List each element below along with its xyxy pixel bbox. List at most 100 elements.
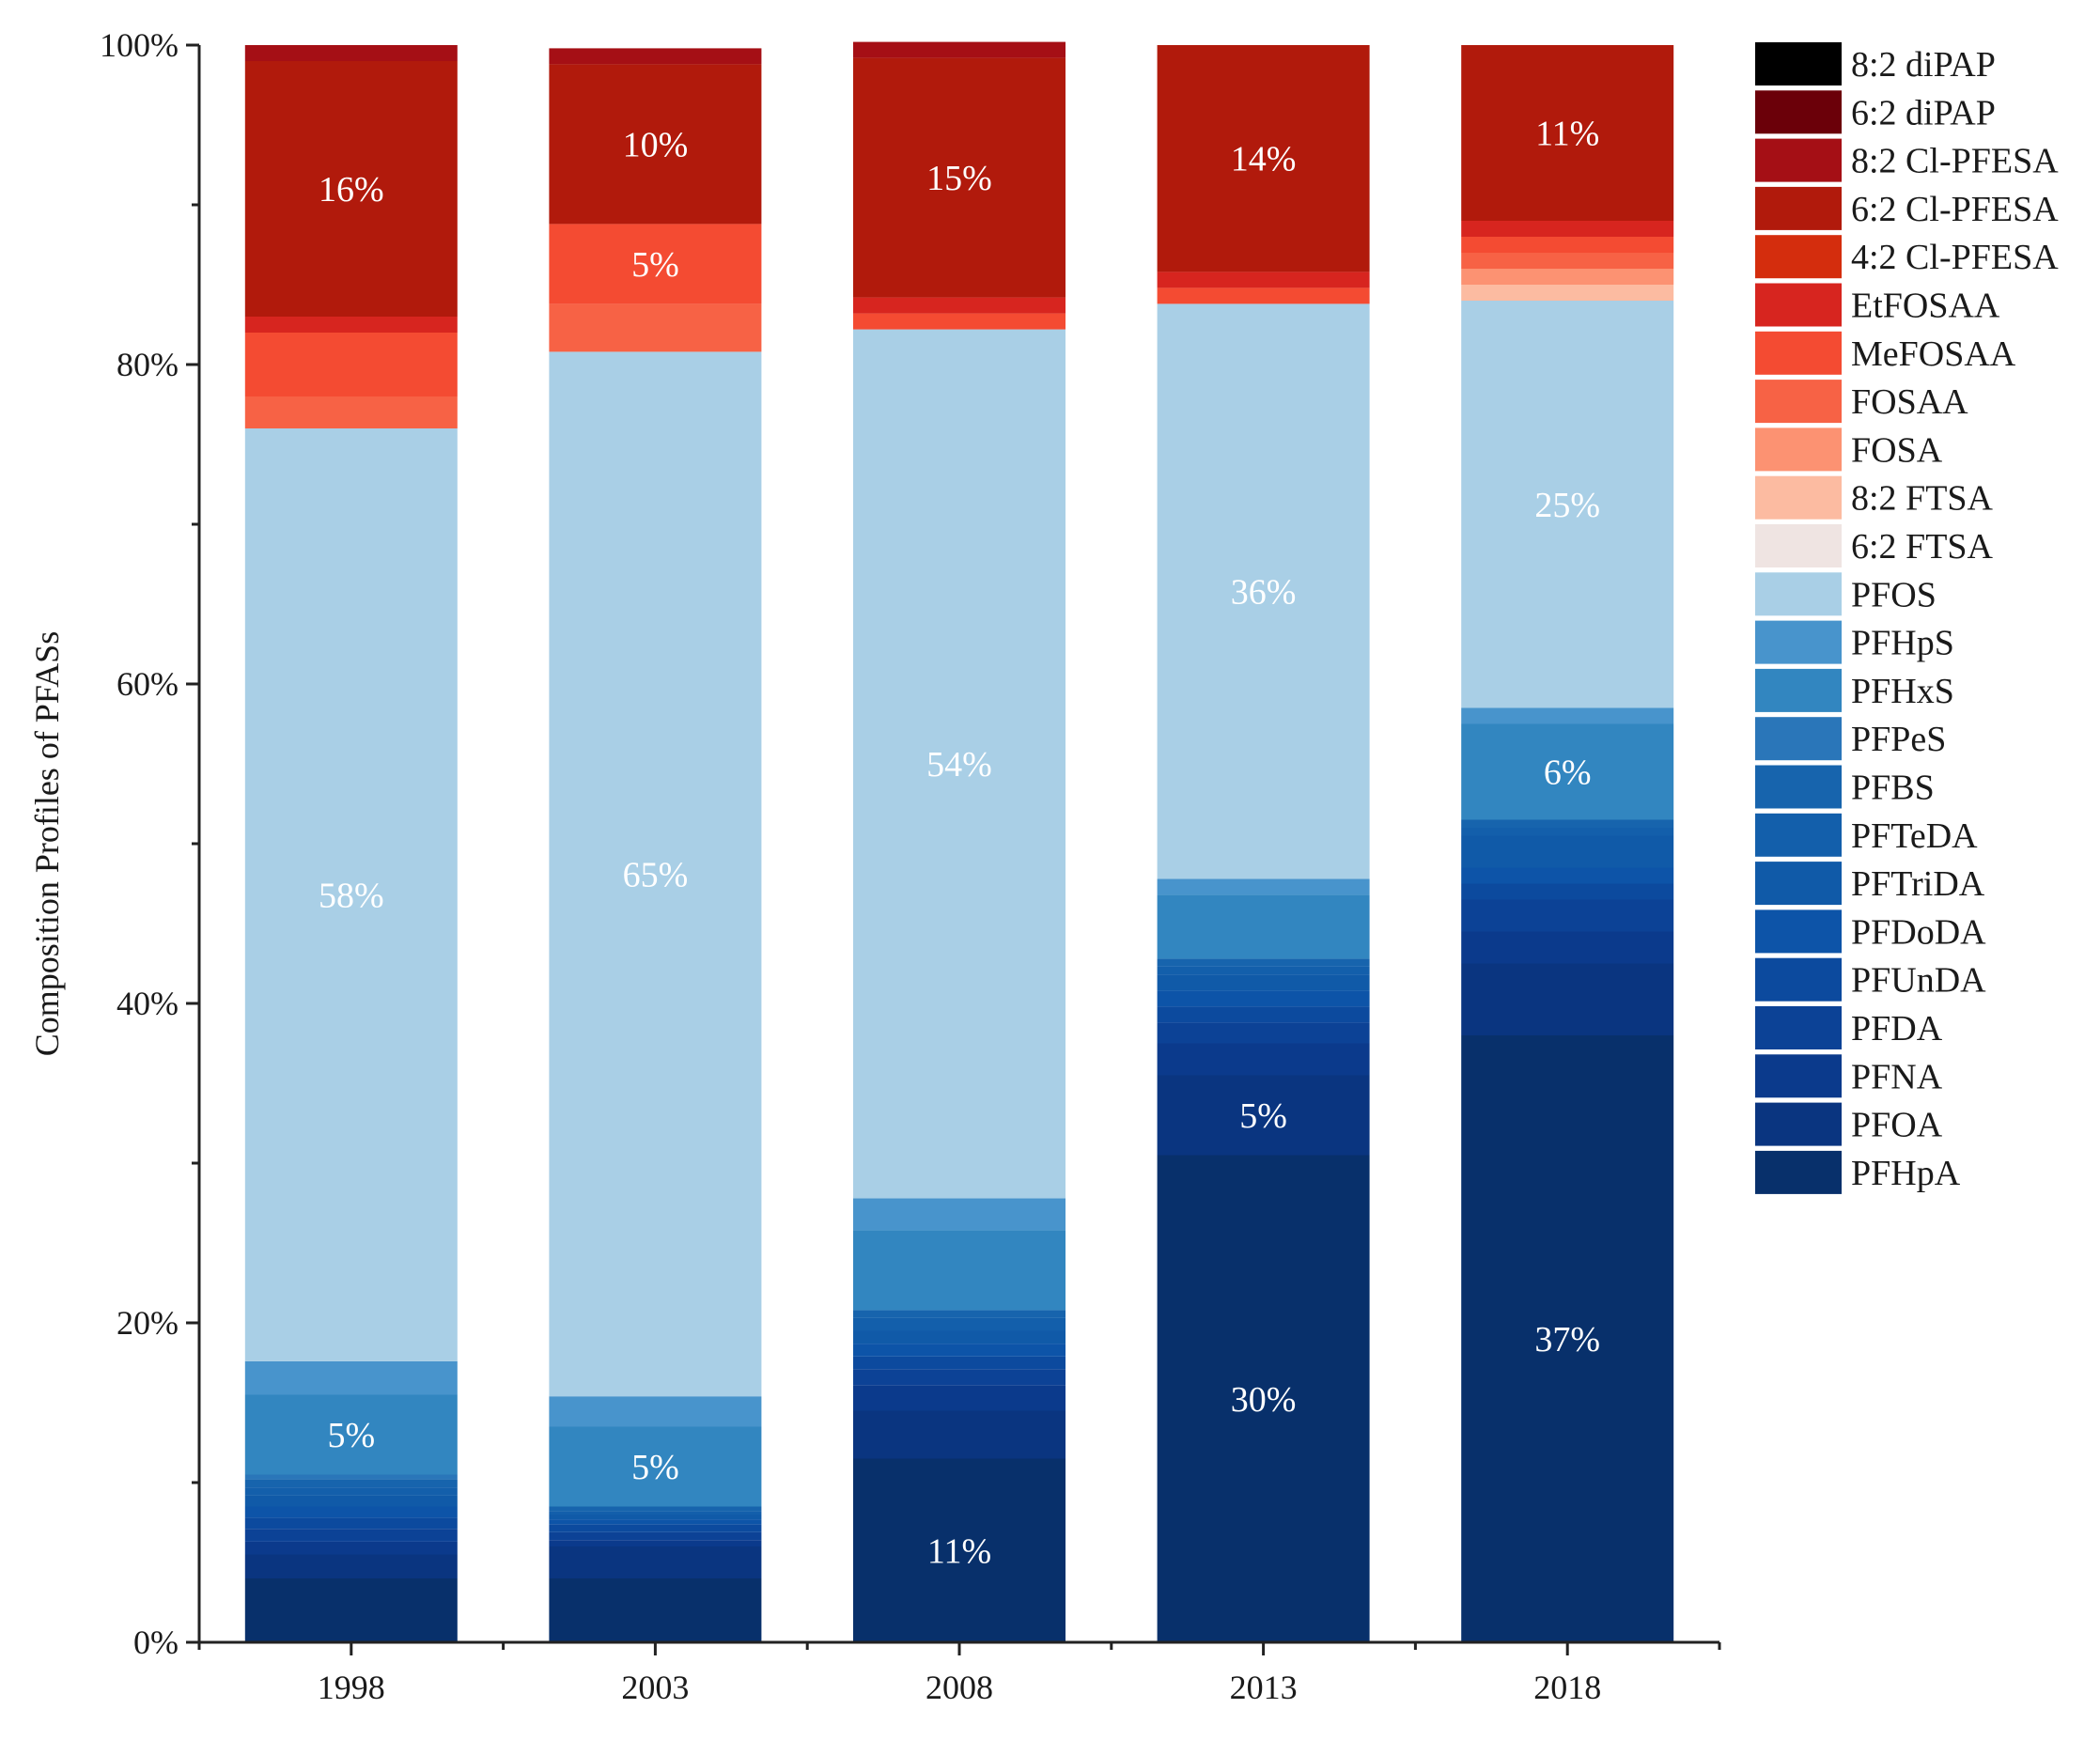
bar-segment-2013-pftrida (1157, 974, 1370, 991)
data-label-1998-pfhxs: 5% (327, 1416, 375, 1455)
y-tick-label: 80% (117, 346, 179, 383)
bar-segment-2018-mefosaa (1461, 237, 1674, 253)
bar-segment-2013-pfna (1157, 1043, 1370, 1076)
bar-segment-2003-pfdoda (549, 1519, 762, 1525)
bar-segment-1998-pfunda (244, 1517, 458, 1530)
bar-segment-1998-fosaa (244, 396, 458, 428)
bar-segment-2008-pfna (853, 1385, 1066, 1411)
bar-segment-1998-pfoa (244, 1554, 458, 1578)
legend-swatch-pfhps (1755, 620, 1842, 664)
bar-segment-2008-pftrida (853, 1330, 1066, 1344)
bar-segment-2018-8-2-ftsa (1461, 285, 1674, 301)
bar-segment-2008-pfdoda (853, 1344, 1066, 1357)
bar-segment-2003-pfoa (549, 1546, 762, 1578)
bar-segment-2003-8-2-cl-pfesa (549, 48, 762, 65)
bar-segment-2018-pfoa (1461, 963, 1674, 1035)
bar-segment-2013-pfhps (1157, 878, 1370, 895)
legend-label-pfhpa: PFHpA (1851, 1154, 1961, 1193)
bar-segment-1998-mefosaa (244, 333, 458, 396)
data-label-2008-pfos: 54% (926, 745, 992, 785)
legend-swatch-pfbs (1755, 765, 1842, 809)
bar-segment-2018-6-2-cl-pfesa (1461, 45, 1674, 221)
legend-label-pfpes: PFPeS (1851, 720, 1946, 759)
bar-segment-2013-6-2-cl-pfesa (1157, 45, 1370, 272)
data-label-2018-pfhxs: 6% (1544, 753, 1592, 793)
bar-segment-2018-pfhxs (1461, 723, 1674, 820)
bar-segment-2003-pfunda (549, 1524, 762, 1532)
legend-label-pfhps: PFHpS (1851, 624, 1954, 663)
legend-label-4-2-cl-pfesa: 4:2 Cl-PFESA (1851, 238, 2059, 277)
bar-segment-2003-pftrida (549, 1515, 762, 1520)
y-tick-label: 40% (117, 985, 179, 1022)
bar-segment-2008-pfoa (853, 1410, 1066, 1459)
bar-segment-2003-6-2-cl-pfesa (549, 64, 762, 225)
bar-segment-1998-pfhps (244, 1360, 458, 1395)
bar-segment-2013-pfoa (1157, 1075, 1370, 1156)
legend-label-6-2-dipap: 6:2 diPAP (1851, 93, 1996, 132)
data-labels-layer: 16% 58% 5% 10% 5% 65% 5% 15% 54% 11% 14% 36% 5% 30% 11… (319, 115, 1600, 1572)
legend-label-fosa: FOSA (1851, 430, 1943, 470)
legend-label-pfhxs: PFHxS (1851, 672, 1954, 711)
bar-segment-2003-pfda (549, 1531, 762, 1541)
bar-segment-2018-pfhpa (1461, 1035, 1674, 1642)
legend-swatch-pfoa (1755, 1102, 1842, 1146)
legend-swatch-pfda (1755, 1006, 1842, 1049)
data-label-2008-pfhpa: 11% (927, 1531, 991, 1571)
bar-segment-2003-pfhpa (549, 1578, 762, 1642)
bar-segment-1998-pfhpa (244, 1578, 458, 1642)
bar-segment-2018-pfhps (1461, 707, 1674, 724)
legend-swatch-pfunda (1755, 957, 1842, 1002)
bar-segment-2013-pfhpa (1157, 1155, 1370, 1642)
bar-segment-2018-pfdoda (1461, 867, 1674, 884)
bar-segment-2003-fosaa (549, 303, 762, 352)
bar-segment-2008-etfosaa (853, 297, 1066, 314)
bar-segment-1998-8-2-cl-pfesa (244, 45, 458, 61)
legend: 8:2 diPAP 6:2 diPAP 8:2 Cl-PFESA 6:2 Cl-PFE… (1755, 42, 2059, 1194)
bar-segment-2008-6-2-cl-pfesa (853, 57, 1066, 298)
legend-label-mefosaa: MeFOSAA (1851, 334, 2016, 374)
bar-segment-1998-etfosaa (244, 317, 458, 333)
bar-segment-2013-pfunda (1157, 1006, 1370, 1023)
legend-label-pfda: PFDA (1851, 1009, 1943, 1049)
legend-label-pfunda: PFUnDA (1851, 961, 1986, 1001)
bar-segment-2018-fosa (1461, 269, 1674, 285)
bar-segment-2008-8-2-cl-pfesa (853, 41, 1066, 58)
legend-label-pfoa: PFOA (1851, 1106, 1943, 1145)
y-tick-label: 20% (117, 1304, 179, 1342)
bar-segment-2003-pfbs (549, 1506, 762, 1512)
legend-swatch-fosa (1755, 427, 1842, 472)
bar-segment-2003-pfteda (549, 1511, 762, 1515)
legend-swatch-pfpes (1755, 717, 1842, 761)
bar-segment-2008-pfos (853, 329, 1066, 1199)
x-tick-label-1998: 1998 (318, 1669, 385, 1706)
bar-segment-2013-mefosaa (1157, 287, 1370, 304)
bar-segment-1998-6-2-cl-pfesa (244, 61, 458, 317)
bar-segment-2008-mefosaa (853, 313, 1066, 330)
bar-segment-1998-pftrida (244, 1495, 458, 1507)
x-tick-label-2003: 2003 (621, 1669, 689, 1706)
bar-segment-1998-pfdoda (244, 1506, 458, 1518)
bar-segment-2008-pfhpa (853, 1458, 1066, 1642)
legend-swatch-mefosaa (1755, 331, 1842, 375)
legend-swatch-pftrida (1755, 862, 1842, 906)
axes-layer: 0% 20% 40% 60% 80% 100% 1998 2003 2008 2013 2018 Co… (28, 26, 1721, 1706)
legend-label-6-2-ftsa: 6:2 FTSA (1851, 527, 1994, 567)
bar-segment-2018-pfna (1461, 931, 1674, 964)
bar-segment-1998-pfda (244, 1529, 458, 1542)
legend-swatch-pfhpa (1755, 1150, 1842, 1194)
legend-swatch-pfos (1755, 572, 1842, 616)
data-label-2003-pfhxs: 5% (631, 1448, 679, 1487)
bar-segment-2018-pfbs (1461, 819, 1674, 828)
bar-segment-1998-pfos (244, 428, 458, 1361)
x-tick-label-2013: 2013 (1230, 1669, 1298, 1706)
bar-segment-2008-pfteda (853, 1317, 1066, 1331)
bar-segment-1998-pfhxs (244, 1394, 458, 1475)
data-label-2008-6-2-cl-pfesa: 15% (926, 159, 992, 198)
legend-swatch-fosaa (1755, 380, 1842, 424)
bar-segment-2003-pfhps (549, 1396, 762, 1427)
bars-layer (244, 41, 1674, 1642)
legend-label-8-2-cl-pfesa: 8:2 Cl-PFESA (1851, 142, 2059, 181)
bar-segment-2013-pfdoda (1157, 990, 1370, 1007)
bar-segment-2008-pfhps (853, 1198, 1066, 1231)
